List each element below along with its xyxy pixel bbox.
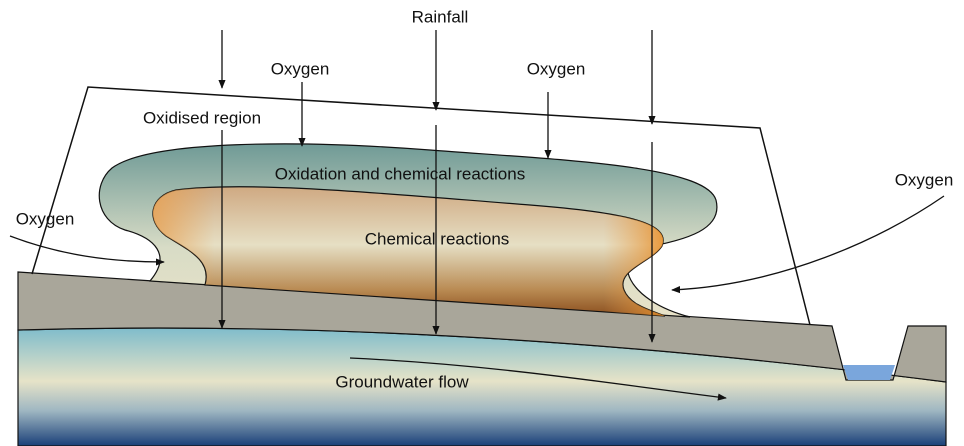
ground (17, 271, 947, 383)
label: Oxygen (527, 59, 586, 78)
label: Oxygen (271, 59, 330, 78)
label: Oxygen (895, 170, 954, 189)
chemical-zone-edge (152, 186, 665, 316)
label: Chemical reactions (365, 229, 510, 248)
pile-outline (31, 86, 811, 326)
channel-water (843, 365, 895, 380)
label: Rainfall (412, 7, 469, 26)
label: Oxidised region (143, 108, 261, 127)
oxygen-arrow (9, 235, 165, 266)
label: Oxidation and chemical reactions (275, 164, 525, 183)
label: Oxygen (16, 209, 75, 228)
flow-arrow (349, 357, 727, 401)
oxygen-arrow (671, 195, 945, 294)
label: Groundwater flow (335, 372, 469, 391)
